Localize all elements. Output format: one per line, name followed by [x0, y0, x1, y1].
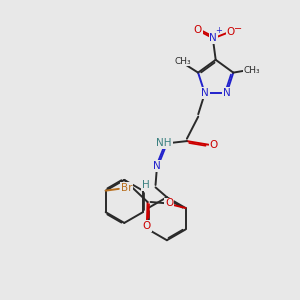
Text: O: O — [194, 25, 202, 35]
Text: N: N — [209, 33, 217, 43]
Text: Br: Br — [121, 183, 132, 193]
Text: O: O — [210, 140, 218, 150]
Text: NH: NH — [157, 139, 172, 148]
Text: CH₃: CH₃ — [244, 66, 260, 75]
Text: −: − — [234, 24, 242, 34]
Text: O: O — [226, 27, 235, 37]
Text: O: O — [165, 199, 173, 208]
Text: O: O — [143, 221, 151, 231]
Text: +: + — [215, 26, 222, 35]
Text: N: N — [201, 88, 209, 98]
Text: H: H — [142, 180, 150, 190]
Text: CH₃: CH₃ — [174, 57, 191, 66]
Text: N: N — [223, 88, 230, 98]
Text: N: N — [153, 161, 161, 171]
